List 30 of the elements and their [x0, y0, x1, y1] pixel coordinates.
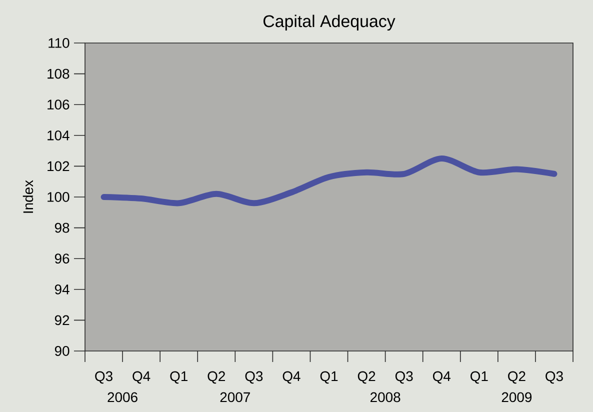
x-tick-label: Q4 [282, 371, 300, 384]
x-tick-label: Q1 [470, 371, 488, 384]
text: 2007 [220, 392, 250, 402]
y-tick-label: 100 [48, 192, 70, 202]
text: 2006 [108, 392, 138, 402]
y-tick-label: 96 [54, 254, 70, 264]
y-tick-label: 104 [48, 130, 70, 140]
x-tick-label: Q3 [95, 371, 112, 384]
x-tick-label: Q2 [508, 371, 526, 384]
x-tick-label: Q3 [395, 371, 413, 384]
y-tick-label: 110 [48, 38, 70, 48]
x-tick-label: Q4 [132, 371, 150, 384]
y-tick-label: 108 [48, 68, 70, 79]
text: 2009 [502, 392, 532, 402]
chart-title: Capital Adequacy [263, 14, 396, 31]
x-tick-label: Q3 [546, 371, 563, 384]
y-tick-label: 106 [48, 100, 70, 110]
x-tick-label: Q1 [320, 371, 338, 384]
x-tick-label: Q2 [358, 371, 376, 384]
x-tick-label: Q3 [245, 371, 263, 384]
y-tick-label: 92 [54, 315, 70, 326]
y-tick-label: 94 [54, 284, 70, 294]
y-tick-label: 98 [54, 222, 70, 233]
y-tick-label: 102 [48, 161, 70, 172]
y-axis-title: Index [22, 180, 34, 213]
x-tick-label: Q1 [170, 371, 188, 384]
text: 2008 [370, 392, 400, 402]
x-tick-label: Q2 [208, 371, 225, 384]
x-tick-label: Q4 [432, 371, 451, 384]
y-tick-label: 90 [54, 346, 70, 356]
